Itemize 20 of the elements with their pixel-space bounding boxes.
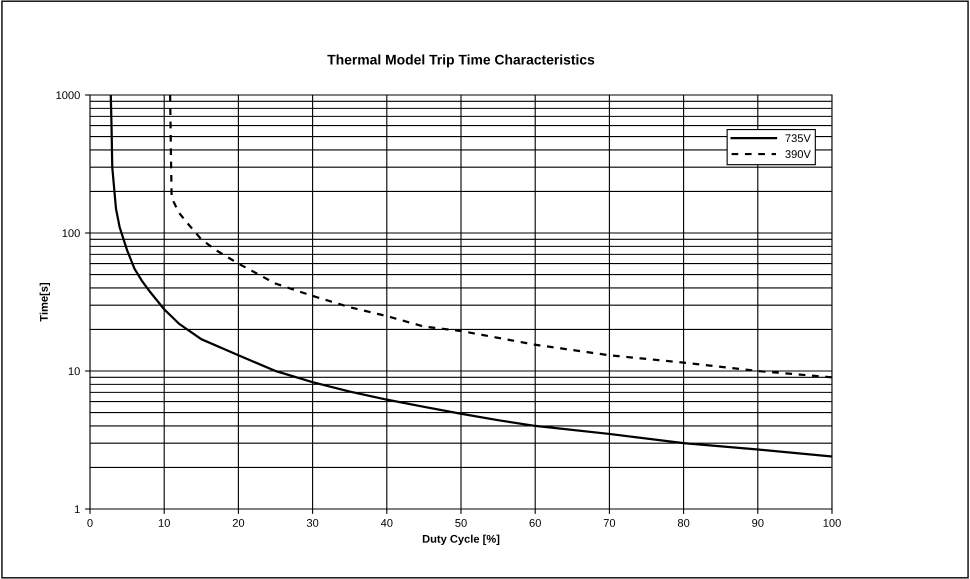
- x-tick-label: 30: [306, 519, 318, 527]
- x-tick-label: 40: [380, 519, 393, 527]
- x-tick-label: 80: [678, 519, 690, 527]
- legend-label: 390V: [785, 150, 811, 158]
- x-tick-label: 10: [158, 519, 170, 527]
- y-tick-label: 10: [68, 367, 80, 376]
- x-tick-label: 90: [752, 519, 764, 527]
- x-tick-label: 20: [232, 519, 244, 527]
- legend-label: 735V: [785, 134, 811, 142]
- x-axis-title: Duty Cycle [%]: [422, 534, 500, 545]
- y-tick-label: 1: [74, 505, 80, 514]
- y-axis-title: Time[s]: [40, 282, 50, 322]
- y-tick-label: 100: [62, 229, 80, 238]
- chart-title: Thermal Model Trip Time Characteristics: [327, 54, 594, 68]
- x-tick-label: 100: [824, 519, 841, 527]
- y-tick-label: 1000: [56, 91, 80, 100]
- x-tick-label: 60: [530, 519, 541, 527]
- x-tick-label: 0: [87, 519, 93, 527]
- x-tick-label: 50: [455, 519, 467, 527]
- x-tick-label: 70: [604, 519, 616, 527]
